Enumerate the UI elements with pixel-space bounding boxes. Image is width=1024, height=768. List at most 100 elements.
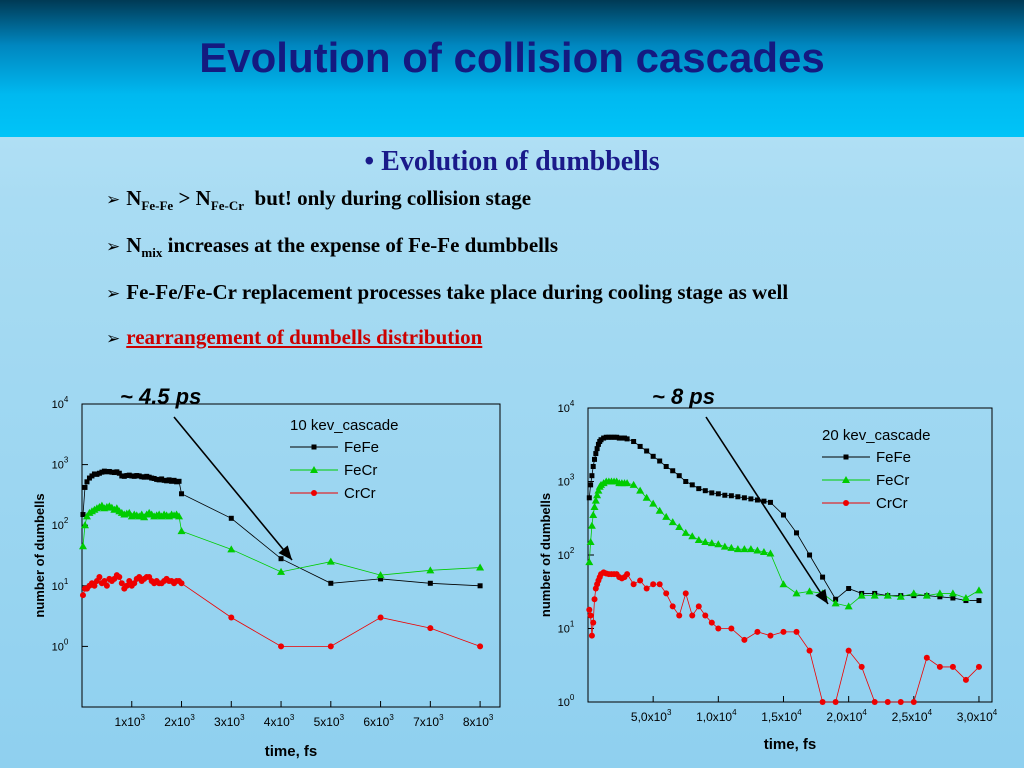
data-point-fefe (595, 441, 601, 447)
legend-title: 20 kev_cascade (822, 427, 930, 444)
data-point-crcr (624, 571, 631, 578)
data-point-crcr (676, 612, 683, 619)
data-point-crcr (708, 619, 715, 626)
data-point-fecr (688, 532, 697, 540)
data-point-fecr (681, 528, 690, 536)
x-tick-label: 7x103 (413, 713, 444, 729)
data-point-crcr (118, 580, 125, 587)
chart-10kev: 1x103 2x103 3x103 4x103 5x103 6x103 7x103 8x103… (0, 380, 512, 768)
data-point-fecr (831, 599, 840, 607)
annotation-arrow (173, 416, 293, 561)
data-point-fecr (974, 586, 983, 594)
data-point-fecr (629, 480, 638, 488)
arrow-bullet-icon: ➢ (106, 237, 121, 257)
data-point-crcr (643, 585, 650, 592)
data-point-fefe (780, 512, 786, 518)
x-tick-label: 4x103 (264, 713, 295, 729)
data-point-fefe (833, 596, 839, 602)
data-point-crcr (79, 592, 86, 599)
x-tick-label: 1,5x104 (761, 708, 802, 724)
y-tick-label: 101 (558, 620, 575, 636)
data-point-fefe (594, 446, 600, 452)
data-point-crcr (682, 590, 689, 597)
y-tick-label: 100 (558, 693, 575, 709)
data-point-crcr (637, 577, 644, 584)
annotation-label: ~ 4.5 ps (120, 384, 201, 409)
x-tick-label: 1x103 (115, 713, 146, 729)
data-point-fecr (227, 545, 236, 553)
data-point-fecr (668, 518, 677, 526)
data-point-fecr (909, 589, 918, 597)
data-point-crcr (587, 612, 594, 619)
data-point-fecr (766, 549, 775, 557)
x-tick-label: 8x103 (463, 713, 494, 729)
data-point-fefe (937, 594, 943, 600)
arrow-bullet-icon: ➢ (106, 284, 121, 304)
data-point-fefe (696, 486, 702, 492)
data-point-fecr (426, 566, 435, 574)
data-point-fecr (476, 563, 485, 571)
data-point-fefe (794, 530, 800, 536)
data-point-crcr (695, 603, 702, 610)
y-tick-label: 104 (558, 399, 575, 415)
data-point-crcr (936, 663, 943, 670)
data-point-fecr (883, 591, 892, 599)
data-point-crcr (780, 628, 787, 635)
x-tick-label: 2,5x104 (892, 708, 933, 724)
data-point-fefe (715, 491, 721, 497)
data-point-fefe (328, 580, 334, 586)
data-point-fefe (670, 468, 676, 474)
data-point-fecr (753, 546, 762, 554)
legend-label-crcr: CrCr (876, 495, 908, 512)
data-point-fefe (624, 436, 630, 442)
data-point-crcr (327, 643, 334, 650)
data-point-fefe (228, 515, 234, 521)
data-point-crcr (630, 581, 637, 588)
y-tick-label: 103 (558, 473, 575, 489)
data-point-fefe (611, 434, 617, 440)
data-point-fecr (177, 527, 186, 535)
data-point-fefe (179, 491, 185, 497)
data-point-fefe (631, 439, 637, 445)
data-point-fecr (623, 479, 632, 487)
legend-label-crcr: CrCr (344, 485, 376, 502)
data-point-fefe (592, 456, 598, 462)
data-point-crcr (819, 699, 826, 705)
data-point-fefe (606, 434, 612, 440)
data-point-fecr (636, 486, 645, 494)
data-point-fefe (748, 496, 754, 502)
data-point-fefe (689, 482, 695, 488)
data-point-fefe (807, 552, 813, 558)
data-point-fefe (722, 492, 728, 498)
data-point-crcr (806, 647, 813, 654)
data-point-fefe (761, 498, 767, 504)
data-point-fecr (376, 571, 385, 579)
chart-20kev-svg: 5,0x103 1,0x104 1,5x104 2,0x104 2,5x104 3,0x1… (538, 384, 998, 753)
data-point-fefe (589, 473, 595, 479)
data-point-fefe (820, 574, 826, 580)
data-point-crcr (897, 699, 904, 705)
data-point-fecr (740, 545, 749, 553)
data-point-crcr (588, 632, 595, 639)
x-tick-label: 5x103 (314, 713, 345, 729)
data-point-fecr (727, 543, 736, 551)
data-point-crcr (656, 581, 663, 588)
data-point-fefe (84, 479, 90, 485)
data-point-fefe (593, 451, 599, 457)
x-axis-label: time, fs (764, 736, 817, 753)
data-point-crcr (845, 647, 852, 654)
data-point-crcr (741, 636, 748, 643)
legend-marker (843, 454, 849, 460)
data-point-crcr (910, 699, 917, 705)
data-point-crcr (591, 596, 598, 603)
data-point-crcr (884, 699, 891, 705)
data-point-fefe (767, 499, 773, 505)
data-point-fefe (709, 490, 715, 496)
data-point-fefe (728, 493, 734, 499)
series-line-crcr (588, 571, 980, 703)
data-point-fefe (278, 556, 284, 562)
data-point-fefe (950, 595, 956, 601)
data-point-crcr (126, 578, 133, 585)
data-point-fefe (676, 473, 682, 479)
highlight-link-text: rearrangement of dumbells distribution (126, 325, 483, 349)
